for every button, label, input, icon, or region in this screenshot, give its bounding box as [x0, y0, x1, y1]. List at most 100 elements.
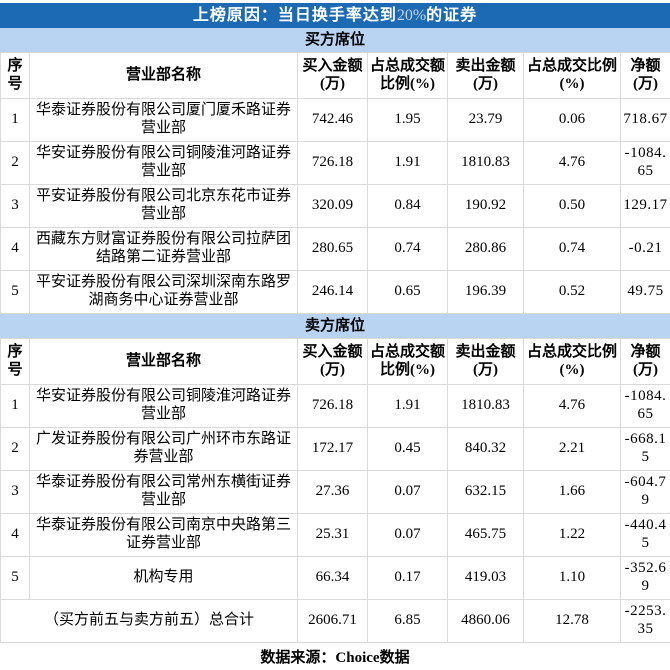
cell-index: 3	[0, 184, 30, 228]
cell-index: 4	[0, 513, 30, 557]
sell-header-row: 序号 营业部名称 买入金额(万) 占总成交额比例(%) 卖出金额(万) 占总成交…	[0, 338, 670, 385]
cell-index: 5	[0, 270, 30, 314]
report-title-suffix: 的证券	[426, 7, 478, 24]
cell-index: 3	[0, 470, 30, 514]
column-header-sell-amount: 卖出金额(万)	[447, 52, 524, 99]
table-row: 2 广发证券股份有限公司广州环市东路证券营业部 172.17 0.45 840.…	[0, 427, 670, 471]
table-row: 5 平安证券股份有限公司深圳深南东路罗湖商务中心证券营业部 246.14 0.6…	[0, 270, 670, 314]
column-header-index: 序号	[0, 52, 30, 99]
cell-sell-amount: 465.75	[447, 513, 524, 557]
cell-sell-pct: 1.66	[523, 470, 621, 514]
cell-buy-pct: 0.45	[367, 427, 448, 471]
cell-broker-name: 华安证券股份有限公司铜陵淮河路证券营业部	[29, 141, 298, 185]
cell-net-amount: -0.21	[620, 227, 670, 271]
cell-sell-pct: 2.21	[523, 427, 621, 471]
cell-buy-amount: 25.31	[297, 513, 368, 557]
cell-sell-pct: 1.22	[523, 513, 621, 557]
column-header-sell-pct: 占总成交比例(%)	[523, 52, 621, 99]
cell-buy-pct: 0.84	[367, 184, 448, 228]
cell-buy-pct: 0.65	[367, 270, 448, 314]
total-row: （买方前五与卖方前五）总合计 2606.71 6.85 4860.06 12.7…	[0, 599, 670, 643]
cell-sell-pct: 0.74	[523, 227, 621, 271]
cell-buy-amount: 246.14	[297, 270, 368, 314]
cell-sell-pct: 4.76	[523, 141, 621, 185]
cell-buy-pct: 0.07	[367, 470, 448, 514]
table-row: 2 华安证券股份有限公司铜陵淮河路证券营业部 726.18 1.91 1810.…	[0, 141, 670, 185]
buy-header-row: 序号 营业部名称 买入金额(万) 占总成交额比例(%) 卖出金额(万) 占总成交…	[0, 52, 670, 99]
cell-buy-pct: 0.07	[367, 513, 448, 557]
cell-index: 4	[0, 227, 30, 271]
cell-buy-amount: 726.18	[297, 141, 368, 185]
cell-broker-name: 华泰证券股份有限公司南京中央路第三证券营业部	[29, 513, 298, 557]
cell-buy-amount: 172.17	[297, 427, 368, 471]
cell-buy-amount: 726.18	[297, 384, 368, 428]
cell-sell-amount: 1810.83	[447, 141, 524, 185]
table-row: 4 华泰证券股份有限公司南京中央路第三证券营业部 25.31 0.07 465.…	[0, 513, 670, 557]
cell-sell-amount: 840.32	[447, 427, 524, 471]
column-header-name: 营业部名称	[29, 52, 298, 99]
cell-sell-pct: 0.52	[523, 270, 621, 314]
column-header-buy-amount: 买入金额(万)	[297, 52, 368, 99]
table-row: 3 华泰证券股份有限公司常州东横街证券营业部 27.36 0.07 632.15…	[0, 470, 670, 514]
cell-buy-amount: 280.65	[297, 227, 368, 271]
cell-index: 2	[0, 427, 30, 471]
column-header-name: 营业部名称	[29, 338, 298, 385]
cell-buy-pct: 1.91	[367, 384, 448, 428]
table-row: 1 华泰证券股份有限公司厦门厦禾路证券营业部 742.46 1.95 23.79…	[0, 98, 670, 142]
cell-sell-pct: 0.50	[523, 184, 621, 228]
report-title-prefix: 上榜原因：当日换手率达到	[192, 7, 397, 24]
table-row: 5 机构专用 66.34 0.17 419.03 1.10 -352.69	[0, 556, 670, 600]
cell-net-amount: -668.15	[620, 427, 670, 471]
column-header-sell-amount: 卖出金额(万)	[447, 338, 524, 385]
cell-sell-pct: 4.76	[523, 384, 621, 428]
cell-sell-amount: 1810.83	[447, 384, 524, 428]
table-row: 4 西藏东方财富证券股份有限公司拉萨团结路第二证券营业部 280.65 0.74…	[0, 227, 670, 271]
report-title-bar: 上榜原因：当日换手率达到20%的证券	[0, 3, 670, 28]
total-label: （买方前五与卖方前五）总合计	[0, 599, 298, 643]
cell-broker-name: 机构专用	[29, 556, 298, 600]
cell-buy-pct: 0.74	[367, 227, 448, 271]
table-row: 1 华安证券股份有限公司铜陵淮河路证券营业部 726.18 1.91 1810.…	[0, 384, 670, 428]
cell-sell-pct: 1.10	[523, 556, 621, 600]
cell-buy-amount: 66.34	[297, 556, 368, 600]
total-sell-amount: 4860.06	[447, 599, 524, 643]
column-header-sell-pct: 占总成交比例(%)	[523, 338, 621, 385]
cell-sell-amount: 280.86	[447, 227, 524, 271]
cell-buy-pct: 1.91	[367, 141, 448, 185]
column-header-index: 序号	[0, 338, 30, 385]
total-buy-amount: 2606.71	[297, 599, 368, 643]
buy-section-header: 买方席位	[0, 28, 670, 52]
table-row: 3 平安证券股份有限公司北京东花市证券营业部 320.09 0.84 190.9…	[0, 184, 670, 228]
cell-sell-pct: 0.06	[523, 98, 621, 142]
turnover-report: 上榜原因：当日换手率达到20%的证券 买方席位 序号 营业部名称 买入金额(万)…	[0, 3, 670, 670]
data-source: 数据来源：Choice数据	[0, 643, 670, 670]
total-sell-pct: 12.78	[523, 599, 621, 643]
cell-net-amount: 718.67	[620, 98, 670, 142]
cell-broker-name: 广发证券股份有限公司广州环市东路证券营业部	[29, 427, 298, 471]
cell-index: 1	[0, 384, 30, 428]
cell-buy-amount: 320.09	[297, 184, 368, 228]
cell-broker-name: 平安证券股份有限公司北京东花市证券营业部	[29, 184, 298, 228]
cell-sell-amount: 23.79	[447, 98, 524, 142]
cell-broker-name: 平安证券股份有限公司深圳深南东路罗湖商务中心证券营业部	[29, 270, 298, 314]
cell-index: 2	[0, 141, 30, 185]
cell-net-amount: -604.79	[620, 470, 670, 514]
total-buy-pct: 6.85	[367, 599, 448, 643]
cell-index: 5	[0, 556, 30, 600]
cell-net-amount: -1084.65	[620, 384, 670, 428]
cell-buy-amount: 742.46	[297, 98, 368, 142]
sell-section-header: 卖方席位	[0, 314, 670, 338]
cell-broker-name: 西藏东方财富证券股份有限公司拉萨团结路第二证券营业部	[29, 227, 298, 271]
cell-index: 1	[0, 98, 30, 142]
cell-net-amount: 49.75	[620, 270, 670, 314]
report-title-highlight: 20%	[396, 7, 427, 24]
sell-table: 序号 营业部名称 买入金额(万) 占总成交额比例(%) 卖出金额(万) 占总成交…	[0, 338, 670, 643]
column-header-buy-pct: 占总成交额比例(%)	[367, 338, 448, 385]
cell-buy-amount: 27.36	[297, 470, 368, 514]
column-header-net: 净额(万)	[620, 52, 670, 99]
total-net-amount: -2253.35	[620, 599, 670, 643]
cell-buy-pct: 0.17	[367, 556, 448, 600]
cell-sell-amount: 196.39	[447, 270, 524, 314]
cell-broker-name: 华安证券股份有限公司铜陵淮河路证券营业部	[29, 384, 298, 428]
cell-broker-name: 华泰证券股份有限公司厦门厦禾路证券营业部	[29, 98, 298, 142]
